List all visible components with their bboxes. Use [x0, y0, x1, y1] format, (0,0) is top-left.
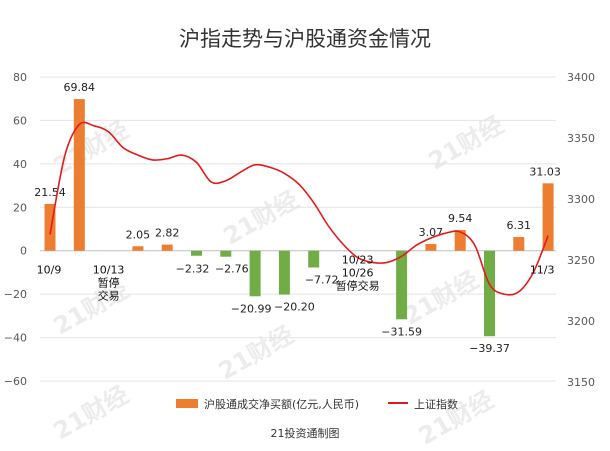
annotation-line: 10/13: [93, 264, 125, 277]
bar-10: [425, 244, 437, 251]
watermark-1: 21财经: [219, 186, 303, 251]
right-tick-label-4: 3200: [567, 315, 595, 328]
annotation-line: 10/26: [342, 267, 374, 280]
annotation-line: 暂停: [98, 276, 120, 290]
right-tick-label-1: 3350: [567, 132, 595, 145]
bar-14: [542, 183, 554, 251]
left-tick-label-2: 40: [13, 158, 27, 171]
left-tick-label-5: −20: [4, 288, 27, 301]
left-tick-label-1: 60: [13, 114, 27, 127]
bar-7: [278, 250, 290, 295]
bar-label-4: −2.32: [176, 263, 210, 276]
left-axis-ticks: 80 60 40 20 0 −20 −40 −60: [4, 71, 27, 388]
bar-0: [44, 203, 56, 251]
gridlines: [40, 76, 556, 382]
bar-label-10: 3.07: [419, 226, 444, 239]
bar-label-5: −2.76: [215, 263, 249, 276]
bar-series: [44, 99, 554, 337]
bar-8: [308, 250, 320, 268]
bar-label-14: 31.03: [529, 165, 561, 178]
annotation-line: 10/23: [342, 254, 374, 267]
bar-label-11: 9.54: [448, 212, 473, 225]
bar-5: [220, 250, 232, 257]
bar-label-1: 69.84: [64, 81, 96, 94]
legend-bar-label: 沪股通成交净买额(亿元,人民币): [204, 397, 359, 411]
right-tick-label-2: 3300: [567, 193, 595, 206]
annotation-2: 10/23 10/26 暂停交易: [336, 254, 380, 293]
bar-label-8: −7.72: [305, 273, 339, 286]
right-tick-label-3: 3250: [567, 254, 595, 267]
line-series: [49, 121, 549, 296]
left-tick-label-3: 20: [13, 201, 27, 214]
bar-3: [161, 244, 173, 251]
right-tick-label-5: 3150: [567, 376, 595, 389]
left-tick-label-0: 80: [13, 71, 27, 84]
watermark-5: 21财经: [399, 266, 483, 331]
bar-1: [73, 99, 85, 251]
bar-label-7: −20.20: [274, 301, 315, 314]
annotation-1: 10/13 暂停交易: [93, 264, 125, 303]
watermark-3: 21财经: [49, 276, 133, 341]
watermark-4: 21财经: [214, 321, 298, 386]
left-tick-label-4: 0: [20, 245, 27, 258]
right-tick-label-0: 3400: [567, 71, 595, 84]
annotation-line: 11/3: [530, 264, 555, 277]
bar-6: [249, 250, 261, 297]
bar-label-12: −39.37: [469, 342, 510, 355]
bar-label-2: 2.05: [126, 228, 151, 241]
legend: 沪股通成交净买额(亿元,人民币) 上证指数: [176, 397, 458, 411]
watermark-7: 21财经: [414, 386, 498, 451]
bar-12: [484, 250, 495, 337]
bar-label-13: 6.31: [507, 219, 532, 232]
bar-9: [396, 250, 408, 320]
bar-label-9: −31.59: [381, 325, 422, 338]
bar-11: [454, 229, 466, 251]
left-tick-label-7: −60: [4, 375, 27, 388]
annotation-line: 10/9: [37, 264, 62, 277]
annotation-0: 10/9: [37, 264, 62, 277]
legend-line-label: 上证指数: [414, 397, 458, 411]
index-line: [49, 121, 549, 296]
right-axis-ticks: 3400 3350 3300 3250 3200 3150: [567, 71, 595, 389]
bar-2: [132, 246, 144, 251]
bar-label-6: −20.99: [231, 302, 272, 315]
watermark-6: 21财经: [49, 381, 133, 446]
annotation-line: 暂停交易: [336, 279, 380, 293]
chart-credit: 21投资通制图: [271, 426, 340, 440]
bar-label-0: 21.54: [34, 186, 66, 199]
legend-bar-swatch: [176, 399, 198, 408]
left-tick-label-6: −40: [4, 332, 27, 345]
bar-4: [191, 250, 202, 256]
annotation-line: 交易: [98, 289, 120, 303]
chart-title: 沪指走势与沪股通资金情况: [179, 27, 431, 51]
bar-13: [513, 237, 525, 251]
annotation-3: 11/3: [530, 264, 555, 277]
bar-label-3: 2.82: [155, 227, 180, 240]
